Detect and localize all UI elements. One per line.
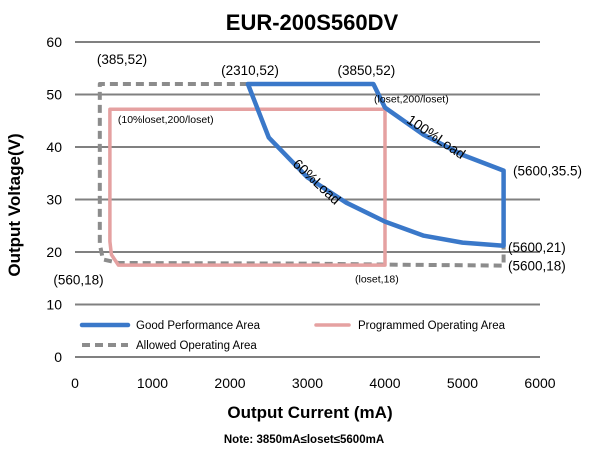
x-tick-label: 5000 xyxy=(447,375,478,391)
series-layer xyxy=(97,81,506,268)
x-tick-labels: 0 1000 2000 3000 4000 5000 6000 xyxy=(71,375,556,391)
note: Note: 3850mA≤loset≤5600mA xyxy=(224,434,384,446)
legend: Good Performance Area Programmed Operati… xyxy=(79,320,506,352)
x-tick-label: 3000 xyxy=(292,375,323,391)
y-tick-label: 50 xyxy=(46,87,62,103)
x-tick-label: 6000 xyxy=(524,375,555,391)
annotation-label: (10%loset,200/loset) xyxy=(118,114,214,126)
annotation-label: (5600,18) xyxy=(508,259,566,274)
y-tick-labels: 0 10 20 30 40 50 60 xyxy=(46,34,62,365)
y-tick-label: 60 xyxy=(46,34,62,50)
y-tick-label: 10 xyxy=(46,297,62,313)
legend-label-allowed: Allowed Operating Area xyxy=(136,340,257,352)
x-axis-label: Output Current (mA) xyxy=(227,403,392,422)
annotation-label: (loset,200/loset) xyxy=(374,94,449,106)
annotation-label: (2310,52) xyxy=(221,63,279,78)
y-axis-label: Output Voltage(V) xyxy=(5,133,24,276)
annotation-label: (5600,35.5) xyxy=(513,164,582,179)
y-tick-label: 20 xyxy=(46,244,62,260)
annotation-label: (385,52) xyxy=(97,52,147,67)
annotation-label: (3850,52) xyxy=(337,63,395,78)
chart-title: EUR-200S560DV xyxy=(226,10,399,35)
x-tick-label: 1000 xyxy=(137,375,168,391)
legend-label-programmed: Programmed Operating Area xyxy=(358,320,506,332)
annotation-label: (560,18) xyxy=(53,273,103,288)
x-tick-label: 4000 xyxy=(369,375,400,391)
series-programmed-operating-area xyxy=(108,107,387,267)
x-tick-label: 0 xyxy=(71,375,79,391)
annotation-label: 100%Load xyxy=(404,111,468,162)
annotation-label: (loset,18) xyxy=(355,274,399,286)
y-tick-label: 30 xyxy=(46,192,62,208)
annotation-label: (5600,21) xyxy=(508,240,566,255)
grid xyxy=(75,41,540,358)
legend-label-good: Good Performance Area xyxy=(136,320,261,332)
y-tick-label: 40 xyxy=(46,139,62,155)
x-tick-label: 2000 xyxy=(214,375,245,391)
y-tick-label: 0 xyxy=(54,349,62,365)
series-good-performance-area xyxy=(245,81,506,248)
